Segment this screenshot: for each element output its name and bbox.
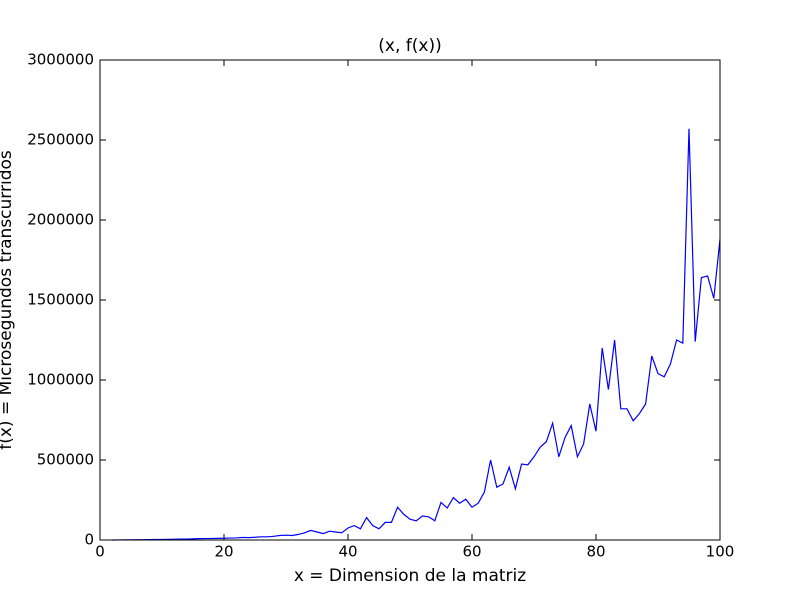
y-tick-label: 2500000	[27, 131, 94, 149]
x-tick-label: 20	[214, 543, 233, 561]
line	[112, 128, 721, 541]
x-tick-label: 80	[586, 543, 605, 561]
y-tick-label: 1500000	[27, 291, 94, 309]
y-tick-label: 500000	[37, 451, 94, 469]
y-axis-label: f(x) = Microsegundos transcurridos	[0, 150, 16, 450]
x-tick-label: 40	[338, 543, 357, 561]
x-tick-label: 0	[95, 543, 105, 561]
x-axis-label: x = Dimension de la matriz	[294, 566, 526, 586]
y-tick-label: 0	[84, 531, 94, 549]
y-tick-label: 1000000	[27, 371, 94, 389]
plot-frame	[99, 59, 721, 541]
x-tick-label: 60	[462, 543, 481, 561]
y-tick-label: 2000000	[27, 211, 94, 229]
y-tick-label: 3000000	[27, 51, 94, 69]
x-tick-label: 100	[706, 543, 735, 561]
chart-title: (x, f(x))	[378, 36, 441, 56]
